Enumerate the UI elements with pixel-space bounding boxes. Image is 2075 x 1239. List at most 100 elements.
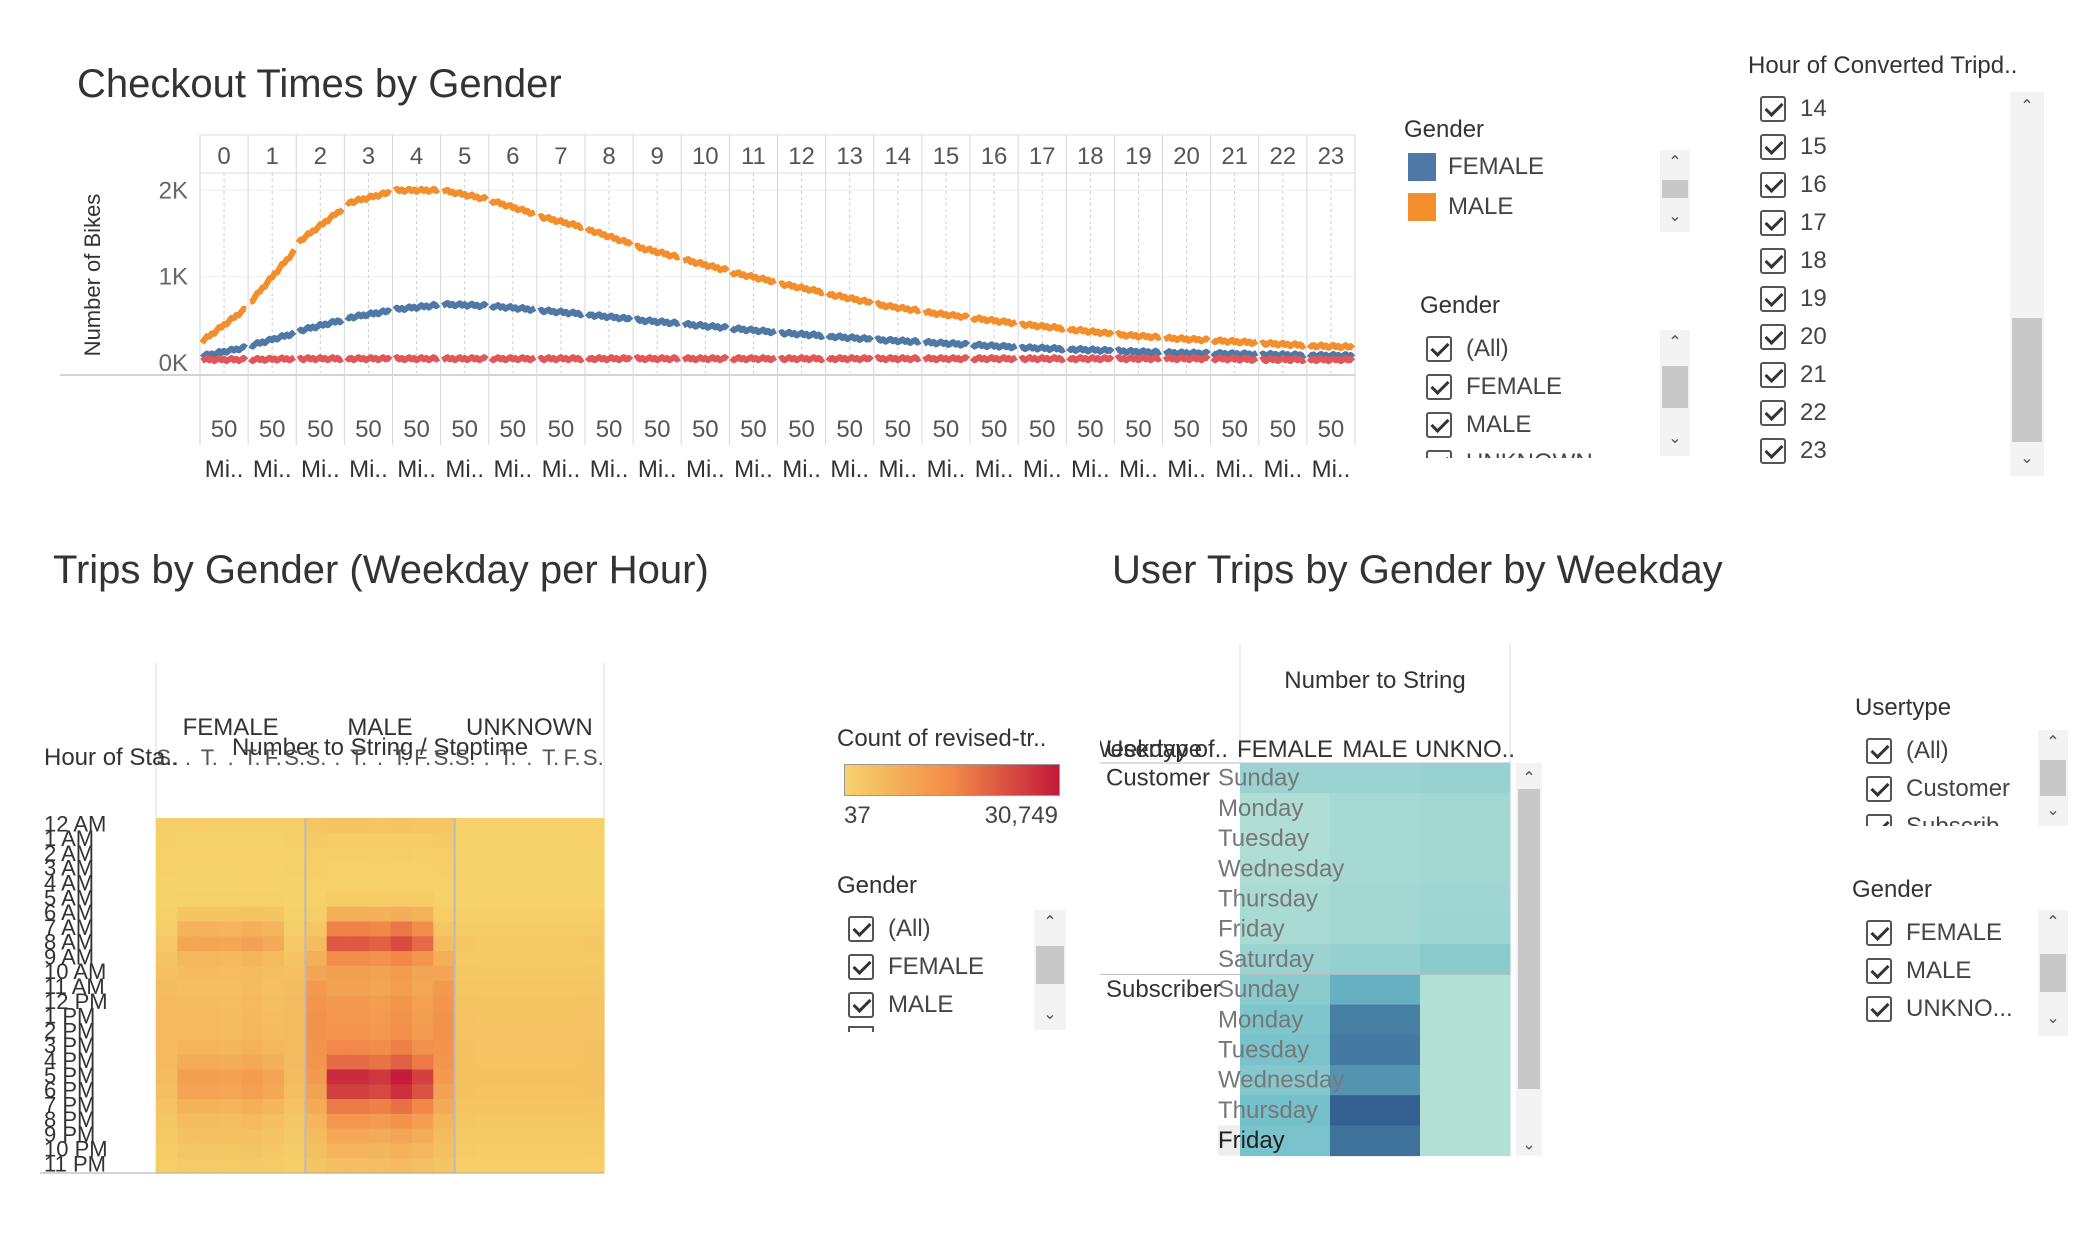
gender-filter-3-female[interactable]: FEMALE — [1866, 916, 2002, 950]
gender-filter-2-scrollbar[interactable]: ⌃ ⌄ — [1034, 910, 1066, 1030]
heatmap-cell — [262, 1113, 285, 1130]
checkbox[interactable] — [1426, 450, 1452, 458]
scroll-up-icon[interactable]: ⌃ — [2046, 914, 2060, 931]
heatmap-cell — [433, 1084, 456, 1100]
heatmap-cell — [540, 1158, 562, 1174]
heatmap-cell — [348, 936, 370, 952]
hour-filter-item[interactable]: 16 — [1760, 168, 1827, 202]
hour-filter-item[interactable]: 14 — [1760, 92, 1827, 126]
gender-filter-2-male[interactable]: MALE — [848, 988, 953, 1022]
hour-filter-item[interactable]: 15 — [1760, 130, 1827, 164]
scroll-up-icon[interactable]: ⌃ — [1668, 154, 1682, 171]
checkbox[interactable] — [848, 992, 874, 1018]
checkbox[interactable] — [1760, 324, 1786, 350]
heatmap-cell — [582, 921, 605, 937]
hour-filter-item[interactable]: 19 — [1760, 282, 1827, 316]
heatmap-cell — [177, 951, 200, 967]
table-cell — [1330, 1095, 1421, 1126]
legend-item-female[interactable]: FEMALE — [1408, 153, 1544, 181]
checkbox[interactable] — [1866, 776, 1892, 802]
scroll-thumb[interactable] — [2040, 954, 2066, 992]
gender-filter-2-all[interactable]: (All) — [848, 912, 931, 946]
heatmap-cell — [433, 921, 456, 937]
scroll-up-icon[interactable]: ⌃ — [1043, 914, 1057, 931]
checkbox[interactable] — [1866, 814, 1892, 826]
gender-filter-3-male[interactable]: MALE — [1866, 954, 1971, 988]
checkbox[interactable] — [1760, 134, 1786, 160]
scroll-thumb[interactable] — [1662, 180, 1688, 198]
gender-filter-scrollbar[interactable]: ⌃ ⌄ — [1660, 330, 1690, 456]
gender-filter-female[interactable]: FEMALE — [1426, 370, 1562, 404]
bottom-tick-label: 50 — [1029, 416, 1056, 443]
hour-header-label: 13 — [836, 143, 863, 170]
scroll-up-icon[interactable]: ⌃ — [2046, 734, 2060, 751]
checkbox[interactable] — [1866, 920, 1892, 946]
checkbox[interactable] — [1760, 286, 1786, 312]
checkbox[interactable] — [1760, 96, 1786, 122]
checkbox[interactable] — [1760, 210, 1786, 236]
scroll-down-icon[interactable]: ⌄ — [2046, 802, 2060, 819]
hour-filter-label: 14 — [1800, 95, 1827, 122]
heatmap-cell — [326, 965, 349, 982]
hour-filter-scrollbar[interactable]: ⌃ ⌄ — [2010, 92, 2044, 476]
male-swatch — [1408, 193, 1436, 221]
scroll-down-icon[interactable]: ⌄ — [1043, 1006, 1057, 1023]
scroll-down-icon[interactable]: ⌄ — [2046, 1010, 2060, 1027]
scroll-thumb[interactable] — [2012, 318, 2042, 442]
usertype-filter-subscriber[interactable]: Subscrib.. — [1866, 810, 2013, 826]
hour-row-label: 4 PM — [44, 1048, 95, 1073]
hour-header-label: 0 — [217, 143, 230, 170]
series-line-female — [200, 299, 1356, 361]
hour-filter-item[interactable]: 20 — [1760, 320, 1827, 354]
gender-filter-all[interactable]: (All) — [1426, 332, 1509, 366]
heatmap-cell — [518, 862, 541, 878]
checkbox[interactable] — [1866, 958, 1892, 984]
hour-filter-item[interactable]: 17 — [1760, 206, 1827, 240]
gender-filter-unknown[interactable]: UNKNOWN — [1426, 446, 1593, 458]
hour-filter-item[interactable]: 18 — [1760, 244, 1827, 278]
day-tick-label: . — [526, 745, 532, 770]
hour-filter-item[interactable]: 23 — [1760, 434, 1827, 468]
gender-legend-scrollbar[interactable]: ⌃ ⌄ — [1660, 150, 1690, 232]
scroll-thumb[interactable] — [1036, 946, 1064, 984]
heatmap-cell — [476, 832, 498, 849]
checkbox[interactable] — [1760, 362, 1786, 388]
scroll-up-icon[interactable]: ⌃ — [2020, 98, 2034, 115]
scroll-thumb[interactable] — [2040, 760, 2066, 796]
scroll-down-icon[interactable]: ⌄ — [1668, 208, 1682, 225]
hour-filter-item[interactable]: 22 — [1760, 396, 1827, 430]
checkbox[interactable] — [1426, 412, 1452, 438]
usertype-filter-all[interactable]: (All) — [1866, 734, 1949, 768]
legend-item-male[interactable]: MALE — [1408, 193, 1513, 221]
checkbox[interactable] — [1760, 438, 1786, 464]
checkbox[interactable] — [1760, 248, 1786, 274]
gender-filter-3-scrollbar[interactable]: ⌃ ⌄ — [2038, 910, 2068, 1036]
checkbox[interactable] — [1866, 996, 1892, 1022]
checkbox[interactable] — [848, 916, 874, 942]
checkbox[interactable] — [1426, 374, 1452, 400]
scroll-down-icon[interactable]: ⌄ — [2020, 450, 2034, 467]
checkbox[interactable] — [848, 954, 874, 980]
hour-filter-label: 23 — [1800, 437, 1827, 464]
checkbox[interactable] — [1760, 400, 1786, 426]
checkbox[interactable] — [1760, 172, 1786, 198]
checkbox[interactable] — [1426, 336, 1452, 362]
hour-filter-item[interactable]: 21 — [1760, 358, 1827, 392]
heatmap-cell — [476, 980, 498, 997]
usertype-filter-customer[interactable]: Customer — [1866, 772, 2010, 806]
heatmap-cell — [305, 818, 328, 834]
heatmap-cell — [284, 1010, 306, 1026]
gender-filter-2-female[interactable]: FEMALE — [848, 950, 984, 984]
heatmap-cell — [390, 1099, 413, 1115]
usertype-filter-scrollbar[interactable]: ⌃ ⌄ — [2038, 730, 2068, 826]
heatmap-cell — [305, 1158, 328, 1174]
scroll-thumb[interactable] — [1662, 366, 1688, 408]
heatmap-cell — [390, 921, 413, 937]
scroll-up-icon[interactable]: ⌃ — [1668, 334, 1682, 351]
scroll-down-icon[interactable]: ⌄ — [1668, 430, 1682, 447]
gender-filter-male[interactable]: MALE — [1426, 408, 1531, 442]
checkbox[interactable] — [1866, 738, 1892, 764]
heatmap-cell — [348, 1128, 370, 1144]
gender-filter-3-unknown[interactable]: UNKNO... — [1866, 992, 2013, 1026]
